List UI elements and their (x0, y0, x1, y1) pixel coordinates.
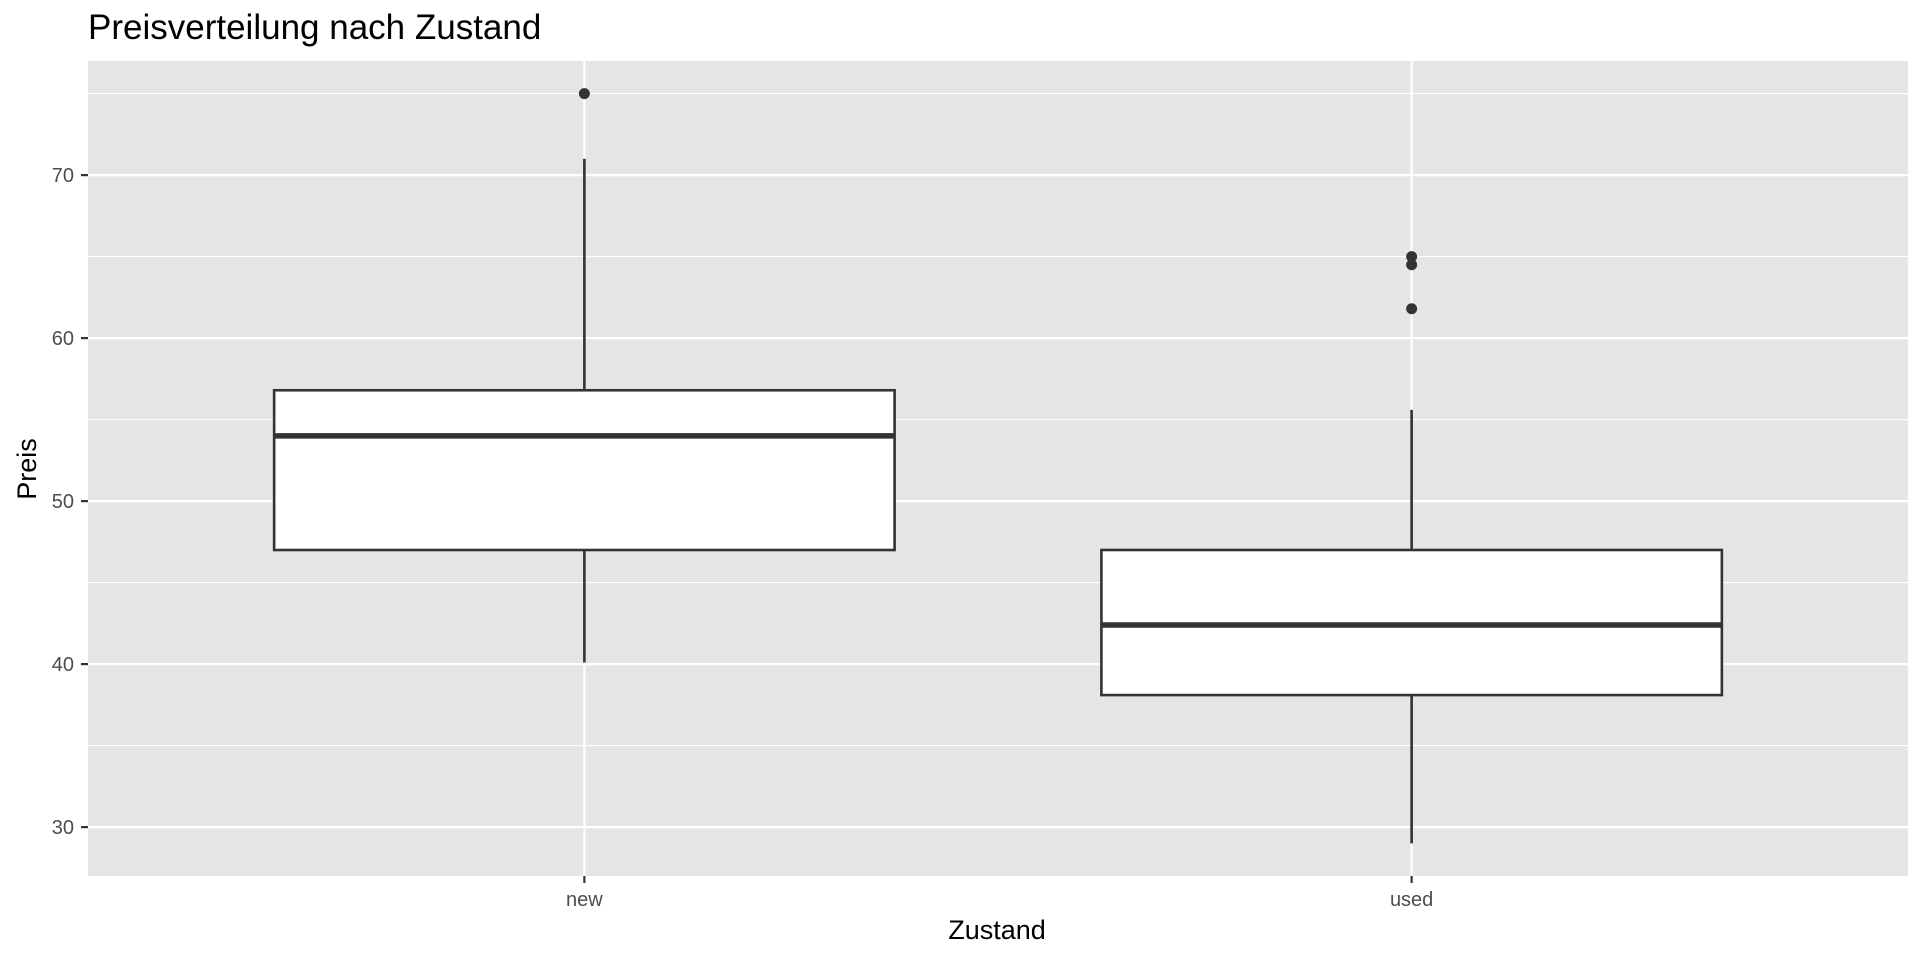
box-iqr (272, 388, 896, 552)
y-axis: 30 40 50 60 70 (52, 165, 88, 839)
y-tick-label: 70 (52, 165, 74, 187)
y-tick-label: 30 (52, 817, 74, 839)
outlier-point (578, 88, 590, 100)
outlier-point (1406, 259, 1418, 271)
y-tick-label: 60 (52, 328, 74, 350)
box-used (1100, 251, 1724, 844)
x-axis: new used (566, 876, 1433, 911)
outlier-point (1406, 251, 1418, 263)
y-tick-label: 50 (52, 491, 74, 513)
x-axis-title: Zustand (948, 915, 1046, 945)
outlier-point (1406, 303, 1418, 315)
x-tick-label: used (1390, 889, 1433, 911)
y-axis-title: Preis (12, 438, 42, 500)
box-new (272, 88, 896, 663)
boxes-layer (272, 88, 1724, 844)
chart-title: Preisverteilung nach Zustand (88, 8, 541, 47)
x-tick-label: new (566, 889, 603, 911)
y-tick-label: 40 (52, 654, 74, 676)
